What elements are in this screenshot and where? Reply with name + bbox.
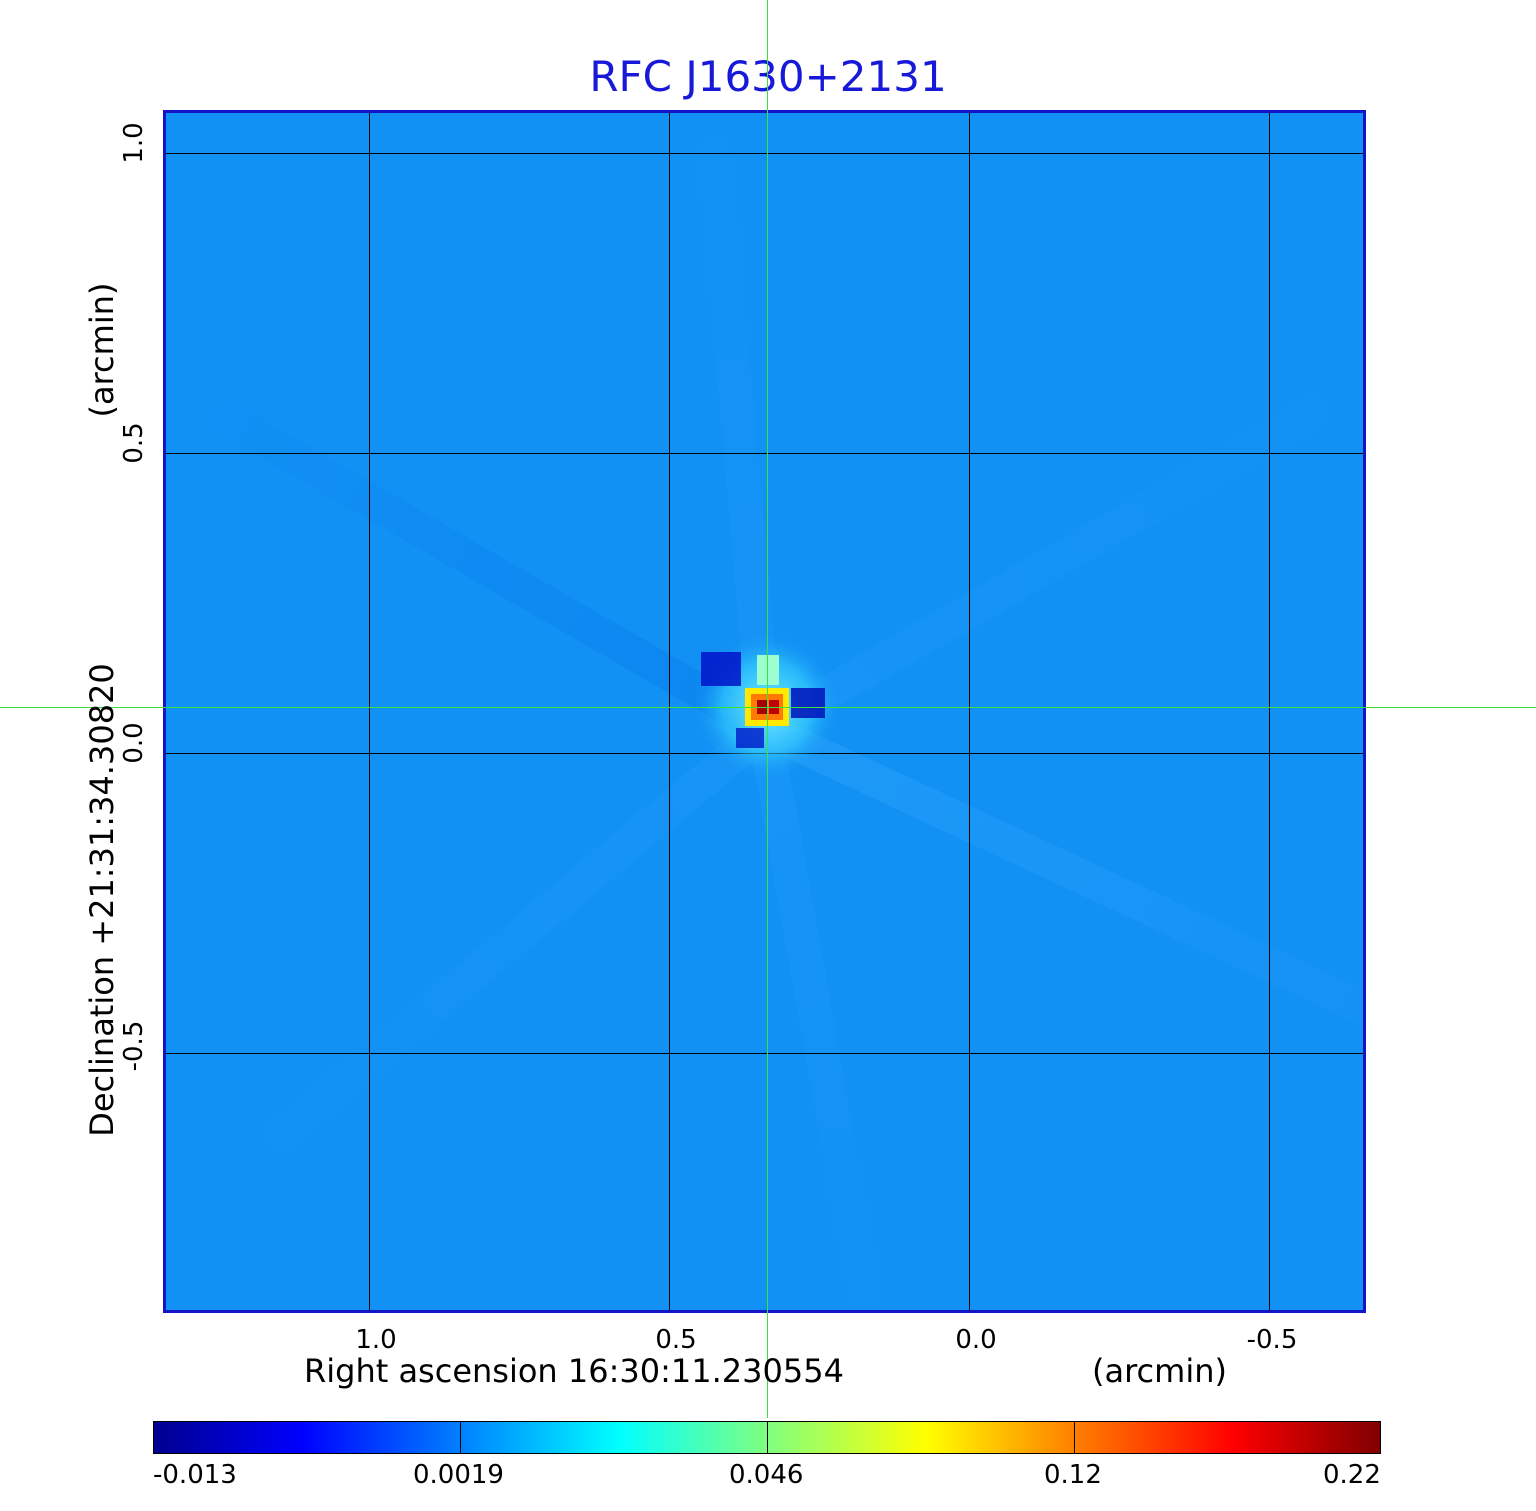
y-tick-label: -0.5 — [119, 1020, 149, 1072]
y-axis-unit: (arcmin) — [83, 282, 121, 418]
grid-line — [166, 1053, 1363, 1054]
y-tick-label: 0.5 — [119, 422, 149, 464]
crosshair-vertical — [767, 0, 768, 1418]
colorbar-tick-label: 0.046 — [729, 1460, 804, 1490]
colorbar-tick — [767, 1421, 768, 1454]
grid-line — [969, 113, 970, 1310]
x-axis-label: Right ascension 16:30:11.230554 — [304, 1352, 844, 1390]
colorbar-tick — [1074, 1421, 1075, 1454]
y-tick-label: 1.0 — [119, 122, 149, 164]
x-tick-label: 0.0 — [955, 1325, 997, 1355]
x-tick-label: 1.0 — [355, 1325, 397, 1355]
grid-line — [669, 113, 670, 1310]
x-tick-label: 0.5 — [655, 1325, 697, 1355]
colorbar-tick-label: 0.0019 — [413, 1460, 504, 1490]
grid-line — [1269, 113, 1270, 1310]
y-axis-label: Declination +21:31:34.30820 — [83, 663, 121, 1137]
y-tick-label: 0.0 — [119, 722, 149, 764]
grid-line — [166, 453, 1363, 454]
colorbar-tick — [460, 1421, 461, 1454]
x-axis-unit: (arcmin) — [1092, 1352, 1227, 1390]
radio-image-map[interactable] — [163, 110, 1366, 1313]
crosshair-horizontal — [0, 707, 1536, 708]
x-tick-label: -0.5 — [1246, 1325, 1298, 1355]
grid-line — [369, 113, 370, 1310]
plot-title: RFC J1630+2131 — [589, 52, 947, 101]
colorbar-tick-label: 0.12 — [1044, 1460, 1102, 1490]
radio-source — [692, 632, 842, 782]
colorbar-tick-label: -0.013 — [153, 1460, 237, 1490]
colorbar-tick-label: 0.22 — [1323, 1460, 1381, 1490]
grid-line — [166, 153, 1363, 154]
